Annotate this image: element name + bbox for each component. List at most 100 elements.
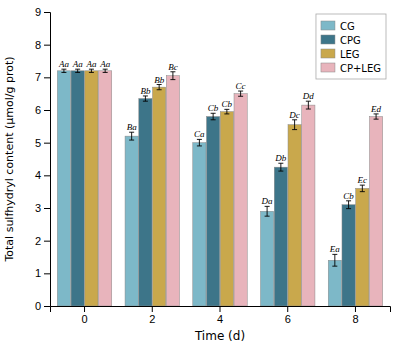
x-tick-mark bbox=[355, 306, 356, 312]
y-tick: 3 bbox=[35, 202, 50, 214]
annotation: Ca bbox=[194, 129, 205, 139]
bar bbox=[85, 71, 98, 306]
error-bar-line bbox=[213, 113, 214, 120]
series bbox=[85, 69, 369, 306]
annotation: Db bbox=[274, 153, 286, 163]
error-bar bbox=[224, 109, 229, 114]
series bbox=[71, 69, 355, 306]
x-tick: 4 bbox=[217, 306, 223, 325]
error-bar-line bbox=[197, 145, 202, 146]
annotation: Ea bbox=[329, 244, 340, 254]
error-bar bbox=[61, 69, 66, 72]
error-bar-line bbox=[308, 101, 309, 109]
y-tick-label: 7 bbox=[35, 71, 41, 83]
bar bbox=[261, 211, 274, 306]
legend-swatch bbox=[321, 49, 335, 58]
y-tick-label: 3 bbox=[35, 202, 41, 214]
axis-line bbox=[51, 307, 391, 313]
bar bbox=[57, 71, 70, 306]
x-tick: 2 bbox=[149, 306, 155, 325]
error-bar-line bbox=[376, 114, 377, 119]
annotation: Ba bbox=[127, 122, 137, 132]
error-bar-line bbox=[131, 132, 132, 140]
bar bbox=[302, 105, 315, 306]
annotation: Bc bbox=[168, 62, 178, 72]
y-tick-mark bbox=[44, 208, 50, 209]
y-tick-label: 5 bbox=[35, 137, 41, 149]
error-bar-line bbox=[292, 129, 297, 130]
x-axis-title: Time (d) bbox=[194, 329, 245, 343]
x-tick-mark bbox=[152, 306, 153, 312]
marks bbox=[57, 69, 382, 306]
bar bbox=[356, 188, 369, 306]
error-bar-line bbox=[157, 89, 162, 90]
annotation: Bb bbox=[154, 75, 164, 85]
error-bar bbox=[306, 101, 311, 109]
x-tick-label: 0 bbox=[81, 313, 87, 325]
bar bbox=[153, 87, 166, 306]
error-bar-line bbox=[334, 254, 335, 266]
y-tick-mark bbox=[44, 175, 50, 176]
x-tick-label: 6 bbox=[285, 313, 291, 325]
error-bar-line bbox=[105, 69, 106, 72]
legend-item: CG bbox=[321, 21, 355, 32]
error-bar-line bbox=[240, 91, 241, 96]
error-bar-line bbox=[211, 119, 216, 120]
y-tick: 6 bbox=[35, 104, 50, 116]
y-tick-mark bbox=[44, 12, 50, 13]
x-tick: 0 bbox=[81, 306, 87, 325]
legend-label: CP+LEG bbox=[340, 63, 381, 74]
x-tick-mark bbox=[287, 306, 288, 312]
error-bar-line bbox=[172, 72, 173, 80]
error-bar bbox=[129, 132, 134, 140]
annotation: Bb bbox=[140, 86, 150, 96]
x-tick: 8 bbox=[352, 306, 358, 325]
error-bar-line bbox=[129, 140, 134, 141]
error-bar-line bbox=[280, 163, 281, 171]
series bbox=[57, 69, 341, 306]
y-tick-label: 2 bbox=[35, 235, 41, 247]
bar bbox=[71, 71, 84, 306]
annotation: Ed bbox=[370, 104, 381, 114]
y-tick-mark bbox=[44, 143, 50, 144]
error-bar-line bbox=[91, 69, 92, 72]
y-tick-label: 6 bbox=[35, 104, 41, 116]
bar bbox=[166, 76, 179, 306]
error-bar-line bbox=[360, 191, 365, 192]
error-bar-line bbox=[374, 119, 379, 120]
annotation: Cb bbox=[222, 99, 233, 109]
error-bar bbox=[197, 139, 202, 146]
y-tick: 5 bbox=[35, 137, 50, 149]
error-bar bbox=[170, 72, 175, 80]
bar bbox=[99, 71, 112, 306]
y-tick: 4 bbox=[35, 169, 50, 181]
legend-item: CP+LEG bbox=[321, 63, 381, 74]
error-bar-line bbox=[170, 79, 175, 80]
y-tick: 9 bbox=[35, 6, 50, 18]
y-axis-title: Total sulfhydryl content (μmol/g prot) bbox=[3, 56, 16, 262]
error-bar bbox=[346, 201, 351, 209]
y-tick: 8 bbox=[35, 39, 50, 51]
x-tick-label: 4 bbox=[217, 313, 223, 325]
y-axis: 0123456789 bbox=[35, 6, 51, 312]
error-bar-line bbox=[145, 96, 146, 101]
legend-label: CG bbox=[340, 21, 355, 32]
annotation: Dc bbox=[288, 110, 300, 120]
bar bbox=[193, 143, 206, 306]
y-tick-mark bbox=[44, 241, 50, 242]
bar bbox=[139, 99, 152, 306]
annotation: Aa bbox=[58, 59, 69, 69]
y-tick-label: 9 bbox=[35, 6, 41, 18]
annotation: Cb bbox=[343, 191, 354, 201]
error-bar-line bbox=[75, 72, 80, 73]
plot: 024680123456789AaBaCaDaEaAaBbCbDbCbAaBbC… bbox=[35, 6, 391, 325]
error-bar bbox=[143, 96, 148, 101]
legend-swatch bbox=[321, 35, 335, 44]
error-bar bbox=[265, 206, 270, 216]
x-tick-mark bbox=[220, 306, 221, 312]
y-tick: 1 bbox=[35, 267, 50, 279]
error-bar-line bbox=[265, 216, 270, 217]
bar bbox=[328, 260, 341, 306]
legend-swatch bbox=[321, 21, 335, 30]
annotation: Cc bbox=[236, 81, 246, 91]
